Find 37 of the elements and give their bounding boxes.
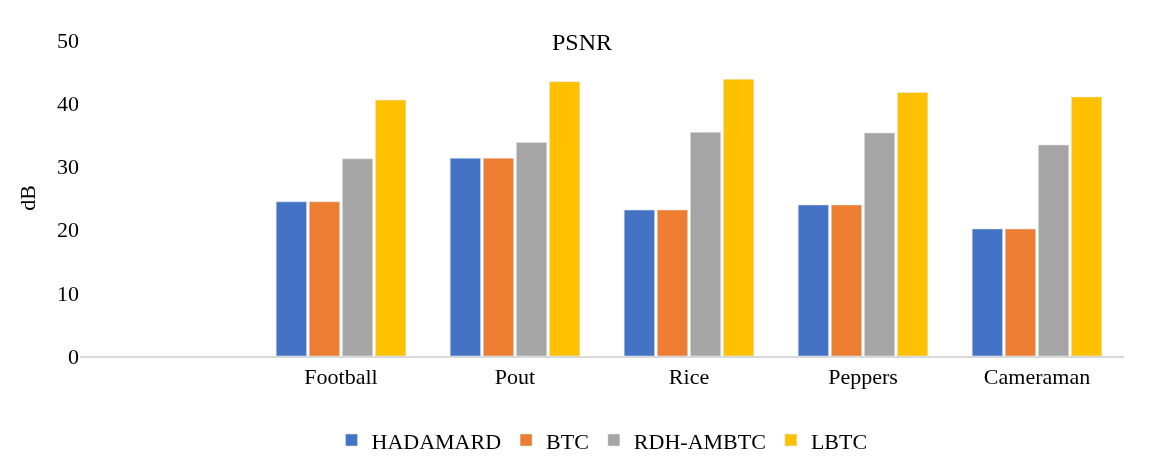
bar [483, 157, 514, 356]
legend-label: HADAMARD [371, 428, 502, 454]
bar [623, 209, 655, 356]
bar [1071, 96, 1103, 356]
x-tick-label: Peppers [828, 364, 898, 390]
legend-label: LBTC [810, 428, 868, 454]
y-tick-label: 30 [57, 154, 79, 180]
bar [723, 78, 755, 356]
y-tick-label: 50 [57, 27, 79, 53]
y-tick-label: 40 [57, 90, 79, 116]
y-tick-label: 0 [68, 343, 79, 369]
bar [516, 142, 547, 356]
x-tick-label: Pout [494, 364, 536, 390]
bar [690, 132, 721, 356]
bar [971, 228, 1003, 356]
bar [831, 204, 862, 356]
bar [449, 157, 481, 356]
bar [342, 158, 373, 356]
bar [1038, 144, 1069, 356]
bar [309, 201, 340, 356]
y-tick-label: 10 [57, 280, 79, 306]
bar [1005, 228, 1036, 356]
legend-label: RDH-AMBTC [633, 428, 766, 454]
bar [797, 204, 829, 356]
bar [897, 92, 929, 356]
bar [275, 201, 307, 356]
y-tick-label: 20 [57, 217, 79, 243]
x-tick-label: Rice [668, 364, 710, 390]
x-tick-label: Football [304, 364, 378, 390]
bar [864, 132, 895, 356]
y-axis-title: dB [14, 185, 40, 211]
legend-label: BTC [546, 428, 589, 454]
bar [549, 81, 581, 356]
bar [375, 99, 407, 356]
chart-title: PSNR [551, 28, 613, 55]
x-tick-label: Cameraman [983, 364, 1091, 390]
bar [657, 209, 688, 356]
